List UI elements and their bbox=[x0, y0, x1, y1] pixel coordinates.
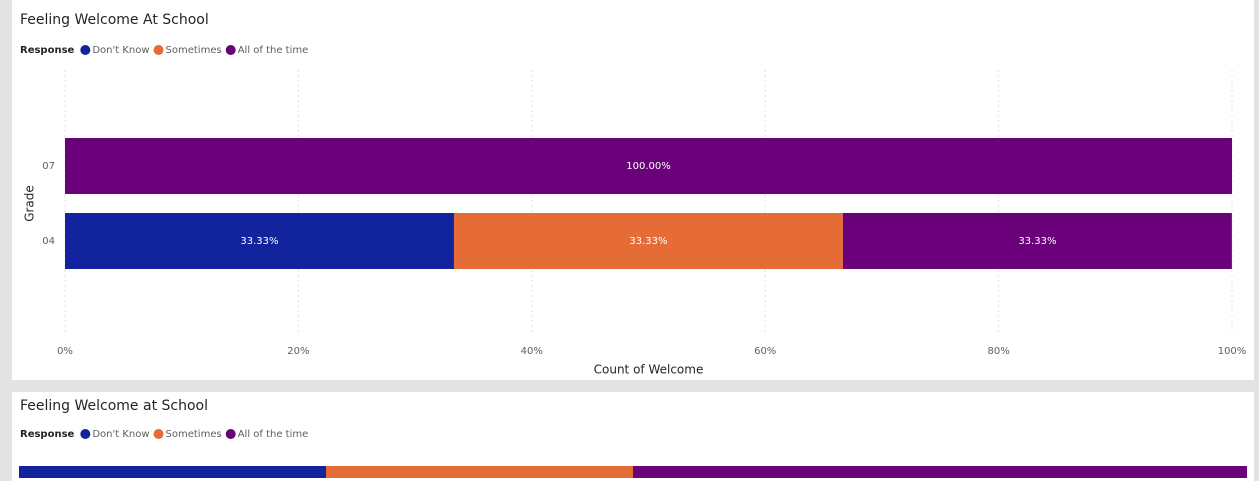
x-tick-label: 0% bbox=[57, 346, 73, 357]
x-tick-label: 60% bbox=[754, 346, 776, 357]
chart-title: Feeling Welcome at School bbox=[20, 398, 208, 414]
legend-marker bbox=[225, 429, 236, 439]
legend-marker bbox=[225, 45, 236, 55]
bar-segment bbox=[633, 466, 1247, 478]
chart-title: Feeling Welcome At School bbox=[20, 12, 209, 28]
bar-segment bbox=[326, 466, 633, 478]
legend-label: All of the time bbox=[238, 45, 309, 56]
bar-segment bbox=[65, 213, 454, 269]
legend-label: Don't Know bbox=[92, 45, 149, 56]
bar-segment bbox=[453, 213, 843, 269]
legend-marker bbox=[153, 45, 164, 55]
bar-segment bbox=[19, 466, 326, 478]
y-tick-label: 07 bbox=[42, 161, 55, 172]
legend-marker bbox=[80, 45, 91, 55]
y-axis-label: Grade bbox=[23, 185, 37, 222]
value-label: 33.33% bbox=[240, 236, 278, 247]
legend-label: Sometimes bbox=[166, 429, 222, 440]
x-tick-label: 40% bbox=[521, 346, 543, 357]
y-tick-label: 04 bbox=[42, 236, 55, 247]
x-tick-label: 20% bbox=[287, 346, 309, 357]
legend-label: Don't Know bbox=[92, 429, 149, 440]
x-tick-label: 100% bbox=[1218, 346, 1247, 357]
bar-segment bbox=[842, 213, 1232, 269]
value-label: 33.33% bbox=[1018, 236, 1056, 247]
legend-marker bbox=[80, 429, 91, 439]
legend-label: All of the time bbox=[238, 429, 309, 440]
x-axis-label: Count of Welcome bbox=[594, 363, 704, 377]
value-label: 33.33% bbox=[629, 236, 667, 247]
legend-marker bbox=[153, 429, 164, 439]
legend-title: Response bbox=[20, 45, 75, 56]
legend-title: Response bbox=[20, 429, 75, 440]
x-tick-label: 80% bbox=[987, 346, 1009, 357]
bar-segment bbox=[65, 138, 1232, 194]
value-label: 100.00% bbox=[626, 161, 671, 172]
legend-label: Sometimes bbox=[166, 45, 222, 56]
